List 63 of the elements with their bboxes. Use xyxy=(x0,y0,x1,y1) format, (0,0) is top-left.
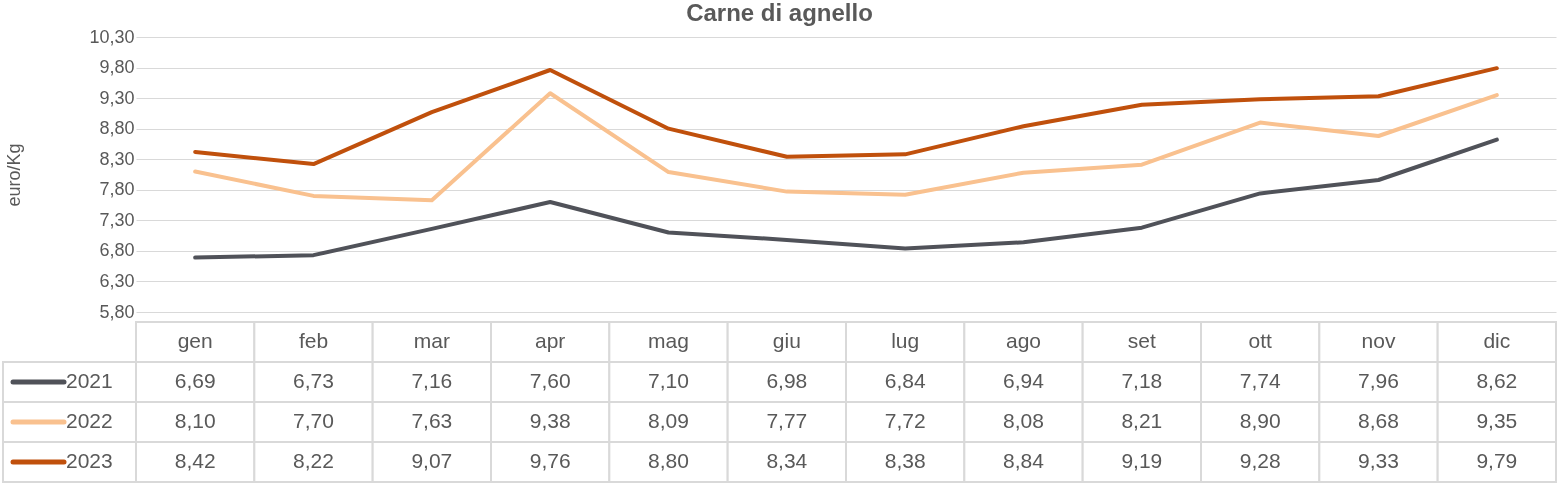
data-label: 9,35 xyxy=(1476,409,1518,432)
x-tick-label: mar xyxy=(413,329,450,352)
y-tick-label: 7,30 xyxy=(99,209,135,230)
data-label: 9,28 xyxy=(1239,449,1281,472)
x-tick-label: ago xyxy=(1005,329,1042,352)
data-label: 7,77 xyxy=(766,409,808,432)
data-label: 8,38 xyxy=(884,449,926,472)
data-label: 9,38 xyxy=(529,409,571,432)
y-tick-label: 9,80 xyxy=(99,57,135,78)
y-tick-label: 6,80 xyxy=(99,240,135,261)
data-label: 7,72 xyxy=(884,409,926,432)
data-label: 8,62 xyxy=(1476,369,1518,392)
y-tick-label: 5,80 xyxy=(99,301,135,322)
data-label: 7,74 xyxy=(1239,369,1281,392)
data-label: 8,22 xyxy=(293,449,334,472)
x-tick-label: apr xyxy=(534,329,566,352)
data-label: 8,34 xyxy=(766,449,808,472)
y-tick-label: 6,30 xyxy=(99,270,135,291)
data-label: 6,98 xyxy=(766,369,808,392)
data-label: 6,69 xyxy=(174,369,216,392)
data-label: 8,10 xyxy=(174,409,216,432)
legend-label: 2021 xyxy=(66,369,113,392)
data-label: 9,79 xyxy=(1476,449,1518,472)
data-label: 8,42 xyxy=(174,449,216,472)
y-tick-label: 10,30 xyxy=(89,26,135,47)
data-label: 6,73 xyxy=(293,369,334,392)
data-label: 8,80 xyxy=(648,449,689,472)
y-axis-title: euro/Kg xyxy=(3,143,24,207)
data-label: 7,60 xyxy=(529,369,571,392)
x-tick-label: feb xyxy=(298,329,329,352)
data-label: 9,19 xyxy=(1121,449,1163,472)
data-label: 6,94 xyxy=(1003,369,1045,392)
data-label: 8,68 xyxy=(1358,409,1399,432)
chart-title: Carne di agnello xyxy=(686,0,873,26)
legend-label: 2022 xyxy=(66,409,113,432)
y-tick-label: 8,80 xyxy=(99,118,135,139)
x-tick-label: set xyxy=(1127,329,1156,352)
data-label: 7,70 xyxy=(293,409,334,432)
legend-label: 2023 xyxy=(66,449,113,472)
data-label: 9,76 xyxy=(529,449,571,472)
data-label: 8,08 xyxy=(1003,409,1044,432)
x-tick-label: nov xyxy=(1361,329,1396,352)
x-tick-label: lug xyxy=(891,329,920,352)
data-label: 7,18 xyxy=(1121,369,1163,392)
data-label: 8,84 xyxy=(1003,449,1045,472)
x-tick-label: mag xyxy=(648,329,689,352)
x-tick-label: giu xyxy=(772,329,801,352)
data-label: 9,07 xyxy=(411,449,453,472)
data-label: 9,33 xyxy=(1358,449,1399,472)
data-label: 7,63 xyxy=(411,409,453,432)
data-label: 7,10 xyxy=(648,369,689,392)
data-label: 7,96 xyxy=(1358,369,1399,392)
data-label: 7,16 xyxy=(411,369,453,392)
y-tick-label: 9,30 xyxy=(99,87,135,108)
x-tick-label: gen xyxy=(177,329,213,352)
x-tick-label: dic xyxy=(1483,329,1511,352)
data-label: 6,84 xyxy=(884,369,926,392)
y-tick-label: 7,80 xyxy=(99,179,135,200)
data-label: 8,09 xyxy=(648,409,689,432)
x-tick-label: ott xyxy=(1248,329,1272,352)
y-tick-label: 8,30 xyxy=(99,148,135,169)
data-label: 8,90 xyxy=(1239,409,1281,432)
data-label: 8,21 xyxy=(1121,409,1163,432)
